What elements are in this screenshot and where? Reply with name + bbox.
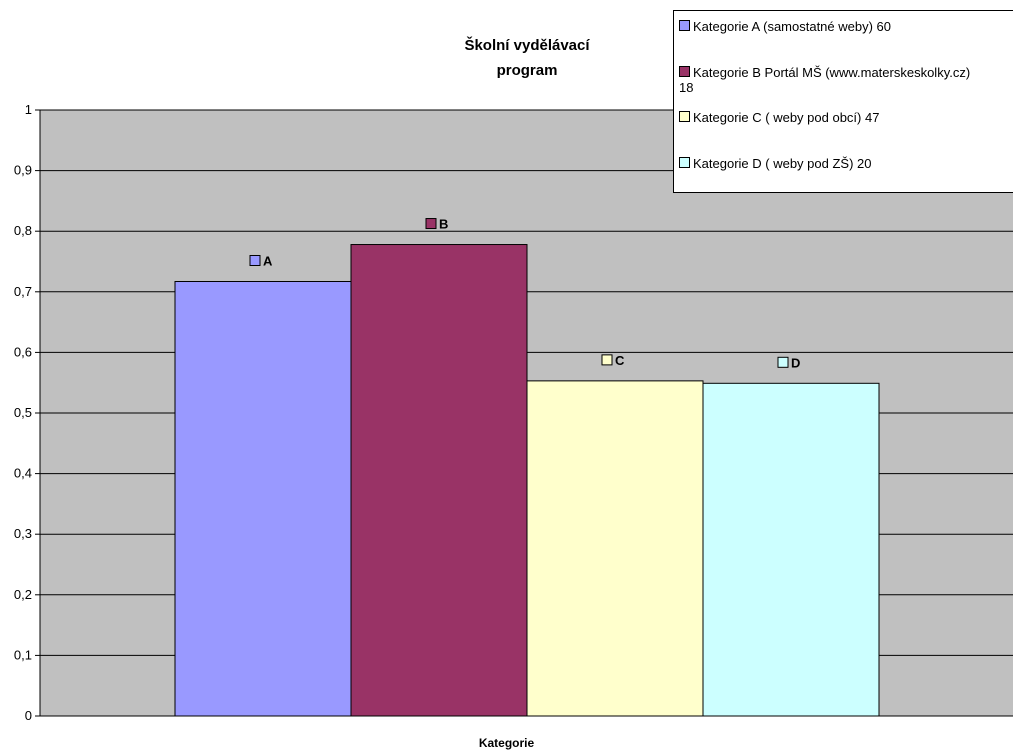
chart-title: Školní vydělávací program	[464, 37, 590, 79]
y-tick-label: 0,8	[14, 223, 32, 238]
legend-item-c: Kategorie C ( weby pod obcí) 47	[679, 110, 879, 125]
legend-swatch-a	[679, 20, 690, 31]
legend-label-d: Kategorie D ( weby pod ZŠ) 20	[693, 156, 872, 171]
x-axis-label: Kategorie	[478, 736, 535, 750]
bar-c	[526, 380, 704, 717]
data-label-swatch	[601, 354, 613, 366]
y-tick-label: 0,2	[14, 587, 32, 602]
data-label-swatch	[777, 356, 789, 368]
legend-swatch-c	[679, 111, 690, 122]
y-tick-label: 0,6	[14, 344, 32, 359]
legend-label-c: Kategorie C ( weby pod obcí) 47	[693, 110, 880, 125]
legend-label-b: Kategorie B Portál MŠ (www.materskeskolk…	[693, 65, 971, 80]
data-label: C	[615, 353, 625, 368]
y-tick-label: 1	[25, 102, 32, 117]
data-label: B	[439, 217, 448, 232]
y-tick-label: 0	[25, 708, 32, 723]
legend-swatch-d	[679, 157, 690, 168]
data-label-swatch	[425, 218, 437, 230]
y-tick-label: 0,5	[14, 405, 32, 420]
y-tick-label: 0,9	[14, 163, 32, 178]
y-tick-label: 0,3	[14, 526, 32, 541]
bar-b	[350, 244, 528, 717]
data-label: A	[263, 253, 273, 268]
y-tick-label: 0,1	[14, 647, 32, 662]
bar-a	[174, 280, 352, 717]
legend-swatch-b	[679, 66, 690, 77]
legend-label-a: Kategorie A (samostatné weby) 60	[693, 19, 892, 34]
legend-item-b: Kategorie B Portál MŠ (www.materskeskolk…	[679, 65, 970, 95]
data-label-swatch	[249, 254, 261, 266]
legend: Kategorie A (samostatné weby) 60 Kategor…	[673, 10, 1013, 193]
y-tick-label: 0,7	[14, 284, 32, 299]
legend-label-b-line2: 18	[679, 80, 694, 95]
legend-item-d: Kategorie D ( weby pod ZŠ) 20	[679, 156, 871, 171]
y-tick-label: 0,4	[14, 466, 32, 481]
legend-item-a: Kategorie A (samostatné weby) 60	[679, 19, 891, 34]
bar-d	[702, 382, 880, 717]
data-label: D	[791, 355, 800, 370]
